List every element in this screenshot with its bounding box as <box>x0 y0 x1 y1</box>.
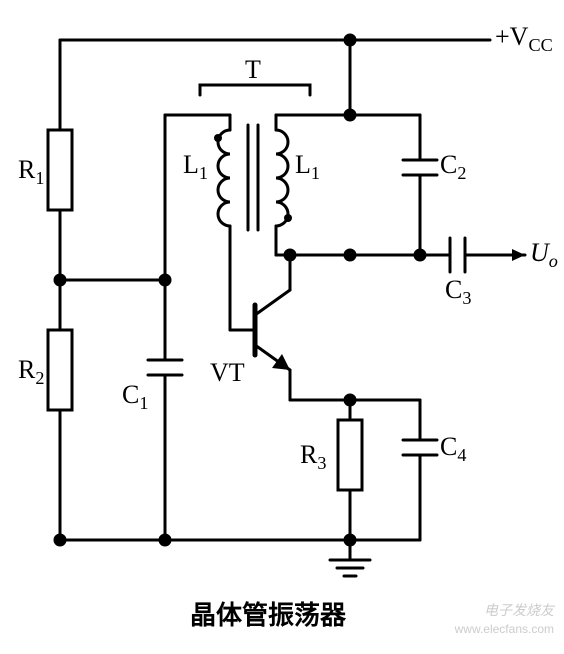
label-vt: VT <box>210 358 245 388</box>
watermark-brand: 电子发烧友 <box>484 600 554 620</box>
circuit-diagram: +VCC Uo R1 R2 R3 C1 C2 C3 C4 L1 L1 T VT … <box>0 0 564 654</box>
label-uo: Uo <box>530 238 558 272</box>
circuit-svg <box>0 0 564 654</box>
label-r2: R2 <box>18 355 44 389</box>
label-t: T <box>245 55 261 85</box>
label-c1: C1 <box>122 380 148 414</box>
label-r1: R1 <box>18 155 44 189</box>
label-vcc: +VCC <box>495 22 553 56</box>
diagram-title: 晶体管振荡器 <box>190 595 346 632</box>
label-c2: C2 <box>440 150 466 184</box>
label-c3: C3 <box>445 275 471 309</box>
label-l1-right: L1 <box>295 150 320 184</box>
watermark-url: www.elecfans.com <box>455 622 554 636</box>
label-l1-left: L1 <box>183 150 208 184</box>
label-r3: R3 <box>300 440 326 474</box>
label-c4: C4 <box>440 432 466 466</box>
